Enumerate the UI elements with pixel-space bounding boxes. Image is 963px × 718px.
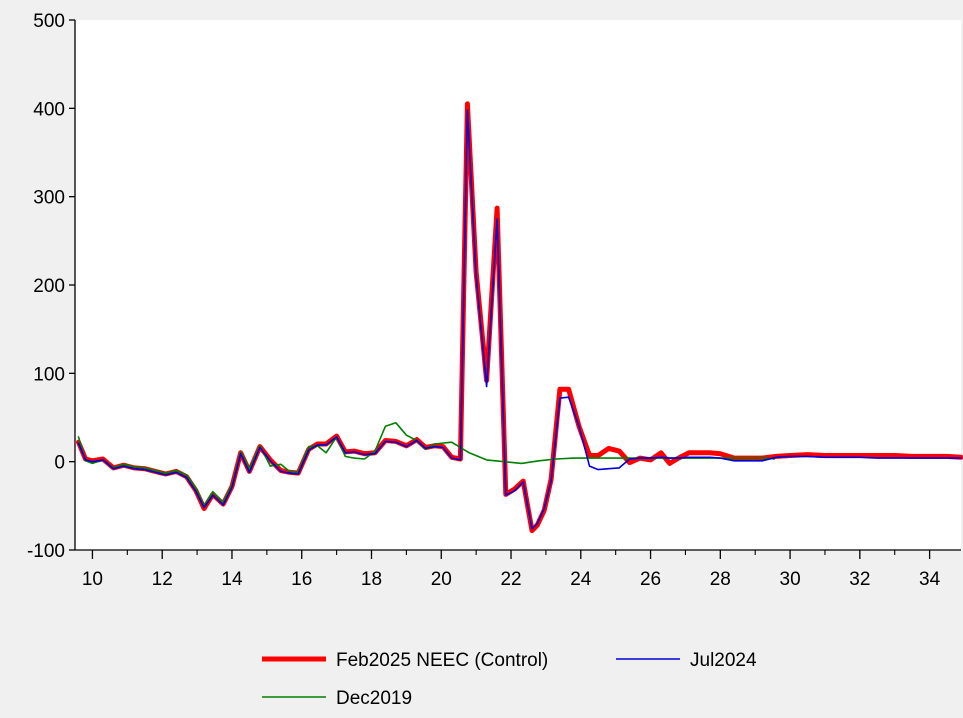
- y-tick-label: 0: [54, 453, 65, 474]
- y-tick-label: 100: [33, 364, 65, 385]
- legend-label: Dec2019: [336, 688, 412, 709]
- y-tick-label: -100: [27, 541, 65, 562]
- x-tick-label: 24: [570, 569, 592, 590]
- x-tick-label: 28: [710, 569, 731, 590]
- series-line-dec2019: [77, 421, 776, 507]
- y-tick-label: 200: [33, 276, 65, 297]
- legend: Feb2025 NEEC (Control) Jul2024 Dec2019: [262, 650, 757, 709]
- x-tick-label: 10: [82, 569, 103, 590]
- y-tick-label: 400: [33, 99, 65, 120]
- y-tick-label: 300: [33, 188, 65, 209]
- legend-label: Feb2025 NEEC (Control): [336, 650, 548, 671]
- series-layer: [76, 101, 963, 534]
- axis-layer: -100 0 100 200 300 400 500 10 12 14 16 18 20 22 24 26 28…: [27, 11, 961, 590]
- x-tick-label: 20: [431, 569, 452, 590]
- x-tick-label: 14: [221, 569, 243, 590]
- x-tick-label: 16: [291, 569, 312, 590]
- series-line-jul2024: [77, 109, 962, 530]
- x-tick-label: 32: [849, 569, 870, 590]
- x-tick-label: 30: [780, 569, 801, 590]
- plot-area: [75, 20, 961, 550]
- x-tick-label: 22: [500, 569, 521, 590]
- y-tick-label: 500: [33, 11, 65, 32]
- x-tick-label: 18: [361, 569, 382, 590]
- x-tick-label: 26: [640, 569, 661, 590]
- legend-label: Jul2024: [690, 650, 757, 671]
- x-tick-label: 34: [919, 569, 941, 590]
- x-tick-label: 12: [152, 569, 173, 590]
